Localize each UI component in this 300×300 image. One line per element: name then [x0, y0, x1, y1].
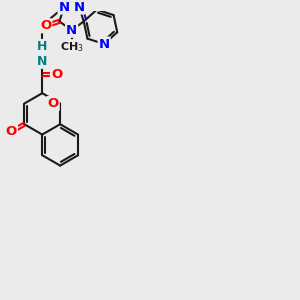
Text: N: N: [66, 24, 77, 37]
Text: N: N: [74, 1, 85, 13]
Text: O: O: [47, 97, 59, 110]
Text: O: O: [6, 125, 17, 138]
Text: CH$_3$: CH$_3$: [60, 40, 83, 54]
Text: O: O: [51, 68, 62, 81]
Text: N: N: [99, 38, 110, 50]
Text: N: N: [58, 1, 70, 13]
Text: H
N: H N: [37, 40, 47, 68]
Text: O: O: [40, 19, 51, 32]
